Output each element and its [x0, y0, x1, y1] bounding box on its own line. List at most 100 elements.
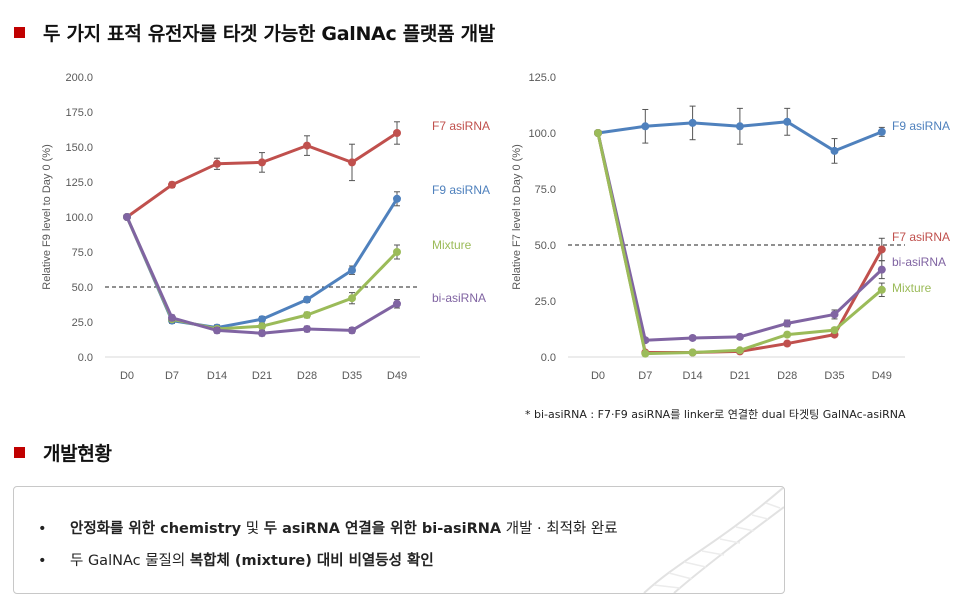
status-text-bold: 안정화를 위한 chemistry [70, 521, 242, 537]
data-point [348, 266, 356, 275]
series-label: F7 asiRNA [892, 230, 950, 244]
red-square-bullet-icon [14, 447, 25, 458]
data-point [348, 326, 356, 335]
data-point [830, 326, 839, 335]
bullet-dot: • [38, 521, 47, 537]
red-square-bullet-icon [14, 27, 25, 38]
y-tick-label: 0.0 [78, 352, 93, 364]
data-point [393, 248, 401, 256]
development-status-box: • 안정화를 위한 chemistry 및 두 asiRNA 연결을 위한 bi-… [13, 486, 785, 594]
data-point [783, 330, 792, 339]
series-line [596, 132, 883, 342]
status-item-chemistry: • 안정화를 위한 chemistry 및 두 asiRNA 연결을 위한 bi-… [38, 517, 618, 538]
status-text: 개발 · 최적화 완료 [501, 521, 618, 537]
y-tick-label: 50.0 [72, 282, 93, 294]
section-header-status: 개발현황 [14, 439, 112, 466]
data-point [348, 294, 356, 303]
status-item-mixture: • 두 GalNAc 물질의 복합체 (mixture) 대비 비열등성 확인 [38, 549, 434, 570]
y-tick-label: 0.0 [541, 352, 556, 364]
status-text-bold: 복합체 (mixture) 대비 비열등성 확인 [189, 553, 434, 569]
series-f9-asirna: F9 asiRNA [123, 183, 490, 332]
data-point [213, 326, 221, 335]
data-point [393, 194, 401, 203]
bullet-dot: • [38, 553, 47, 569]
dna-helix-decoration-icon [643, 487, 784, 593]
data-point [783, 319, 792, 328]
data-point [594, 129, 602, 137]
f9-level-chart: 0.0 25.0 50.0 75.0 100.0 125.0 150.0 175.0 200.0… [41, 72, 490, 382]
y-tick-label: 175.0 [65, 107, 93, 119]
series-label: F9 asiRNA [432, 183, 490, 197]
data-point [783, 117, 792, 126]
x-tick-label: D35 [824, 370, 844, 382]
status-text: 및 [241, 521, 264, 537]
series-label: F7 asiRNA [432, 119, 490, 133]
x-tick-label: D7 [165, 370, 179, 382]
data-point [303, 141, 311, 150]
series-label: F9 asiRNA [892, 119, 950, 133]
data-point [688, 333, 697, 342]
status-text-bold: 두 asiRNA 연결을 위한 bi-asiRNA [263, 521, 502, 537]
data-point [830, 146, 839, 155]
series-bi-asirna: bi-asiRNA [123, 213, 486, 338]
x-tick-label: D28 [297, 370, 317, 382]
data-point [258, 322, 266, 331]
section-title: 개발현황 [43, 443, 112, 465]
y-tick-label: 75.0 [535, 184, 556, 196]
series-label: Mixture [432, 238, 472, 252]
y-tick-label: 200.0 [65, 72, 93, 84]
series-f7-asirna: F7 asiRNA [594, 129, 950, 357]
data-point [641, 349, 650, 358]
status-text: 두 GalNAc 물질의 [70, 553, 190, 569]
data-point [303, 311, 311, 319]
data-point [783, 339, 792, 348]
y-tick-label: 25.0 [72, 317, 93, 329]
data-point [123, 213, 131, 221]
data-point [258, 329, 266, 338]
data-point [877, 265, 886, 274]
data-point [688, 348, 697, 357]
data-point [168, 180, 176, 189]
data-point [258, 315, 266, 324]
x-tick-label: D35 [342, 370, 362, 382]
data-point [877, 285, 886, 294]
y-tick-label: 50.0 [535, 240, 556, 252]
chart-footnote: * bi-asiRNA : F7·F9 asiRNA를 linker로 연결한 … [525, 408, 906, 421]
series-mixture: Mixture [594, 129, 932, 358]
data-point [877, 127, 886, 136]
series-line [126, 131, 398, 219]
series-label: bi-asiRNA [432, 291, 486, 305]
series-line [125, 216, 399, 331]
data-point [735, 332, 744, 341]
series-mixture: Mixture [123, 213, 472, 333]
data-point [348, 158, 356, 167]
x-tick-label: D28 [777, 370, 797, 382]
data-point [393, 299, 401, 308]
x-tick-label: D21 [252, 370, 272, 382]
data-point [258, 158, 266, 167]
y-tick-label: 125.0 [65, 177, 93, 189]
data-point [688, 118, 697, 127]
y-tick-label: 100.0 [528, 128, 556, 140]
y-tick-label: 150.0 [65, 142, 93, 154]
data-point [735, 346, 744, 355]
series-f7-asirna: F7 asiRNA [123, 119, 490, 221]
x-tick-label: D21 [730, 370, 750, 382]
y-tick-label: 75.0 [72, 247, 93, 259]
y-tick-label: 100.0 [65, 212, 93, 224]
data-point [213, 159, 221, 168]
x-tick-label: D0 [591, 370, 605, 382]
x-tick-label: D14 [683, 370, 703, 382]
x-tick-label: D49 [387, 370, 407, 382]
section-title: 두 가지 표적 유전자를 타겟 가능한 GalNAc 플랫폼 개발 [43, 23, 495, 45]
f7-level-chart: 0.0 25.0 50.0 75.0 100.0 125.0 D0 D7 D14 D21 D28 D3… [511, 72, 950, 382]
y-axis-label: Relative F9 level to Day 0 (%) [41, 144, 53, 290]
y-tick-label: 25.0 [535, 296, 556, 308]
x-tick-label: D14 [207, 370, 227, 382]
section-header-platform: 두 가지 표적 유전자를 타겟 가능한 GalNAc 플랫폼 개발 [14, 19, 495, 46]
x-tick-label: D0 [120, 370, 134, 382]
data-point [641, 122, 650, 131]
data-point [303, 295, 311, 304]
x-tick-label: D7 [638, 370, 652, 382]
data-point [303, 325, 311, 333]
